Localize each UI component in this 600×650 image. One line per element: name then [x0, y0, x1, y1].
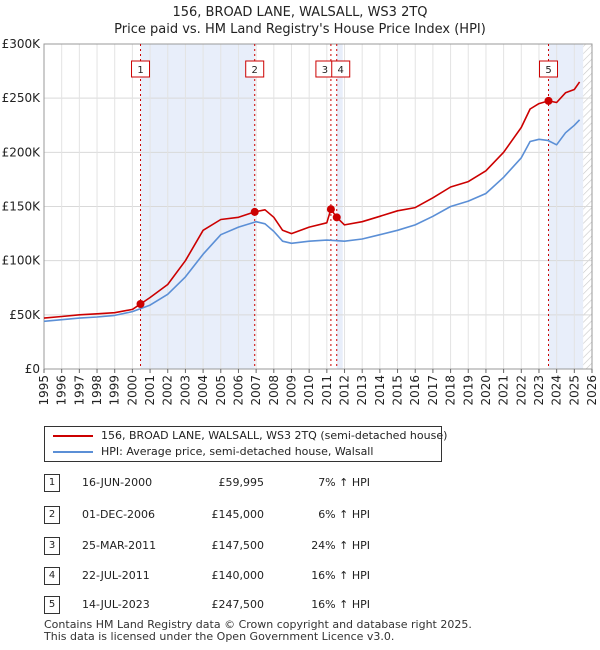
x-tick-label: 2004 [196, 375, 210, 406]
transaction-date: 01-DEC-2006 [82, 508, 156, 521]
transaction-date: 16-JUN-2000 [82, 476, 153, 489]
sale-point-2 [250, 207, 259, 216]
property-price-line [43, 81, 581, 319]
transaction-price: £145,000 [211, 508, 265, 521]
transaction-date: 25-MAR-2011 [82, 539, 157, 552]
x-tick-label: 1999 [108, 375, 122, 406]
transaction-price: £247,500 [211, 598, 265, 611]
y-tick-label: £300K [2, 37, 42, 51]
transaction-number: 3 [44, 537, 60, 555]
x-tick-label: 2022 [514, 375, 528, 406]
transaction-hpi-change: 24% ↑ HPI [311, 539, 370, 552]
y-tick-label: £100K [2, 254, 42, 268]
hpi-line [43, 119, 581, 323]
legend-swatch-hpi [53, 451, 93, 453]
chart-title: 156, BROAD LANE, WALSALL, WS3 2TQ [172, 5, 428, 20]
footer-copyright: Contains HM Land Registry data © Crown c… [44, 618, 472, 631]
x-tick-label: 2021 [497, 375, 511, 406]
marker-2-label: 2 [252, 65, 258, 76]
x-tick-label: 2013 [355, 375, 369, 406]
marker-4-box [331, 60, 351, 78]
transaction-number: 4 [44, 567, 60, 585]
y-tick-label: £250K [2, 91, 42, 105]
transaction-date: 22-JUL-2011 [82, 569, 150, 582]
x-tick-label: 2009 [284, 375, 298, 406]
x-tick-label: 2003 [178, 375, 192, 406]
transaction-price: £147,500 [211, 539, 265, 552]
marker-4-label: 4 [338, 65, 344, 76]
x-tick-label: 2012 [338, 375, 352, 406]
footer-attribution: Contains HM Land Registry data © Crown c… [44, 619, 472, 643]
footer-licence: This data is licensed under the Open Gov… [44, 630, 395, 643]
x-tick-label: 1995 [37, 375, 51, 406]
x-tick-label: 2001 [143, 375, 157, 406]
x-tick-label: 2015 [391, 375, 405, 406]
y-tick-label: £0 [25, 362, 40, 376]
legend-item-hpi: HPI: Average price, semi-detached house,… [45, 444, 441, 460]
x-tick-label: 2008 [267, 375, 281, 406]
x-tick-label: 2010 [302, 375, 316, 406]
x-tick-label: 1998 [90, 375, 104, 406]
x-tick-label: 2002 [161, 375, 175, 406]
marker-5-box [539, 60, 559, 78]
x-tick-label: 2018 [444, 375, 458, 406]
x-tick-label: 2006 [231, 375, 245, 406]
transaction-hpi-change: 7% ↑ HPI [318, 476, 370, 489]
sale-point-1 [136, 300, 145, 309]
legend-label-hpi: HPI: Average price, semi-detached house,… [101, 445, 374, 458]
x-tick-label: 2005 [214, 375, 228, 406]
x-tick-label: 2023 [532, 375, 546, 406]
marker-1-label: 1 [137, 65, 143, 76]
marker-2-box [245, 60, 265, 78]
transaction-number: 1 [44, 474, 60, 492]
chart-subtitle: Price paid vs. HM Land Registry's House … [114, 22, 486, 37]
y-tick-label: £50K [9, 308, 41, 322]
marker-5-label: 5 [545, 65, 551, 76]
y-tick-label: £200K [2, 145, 42, 159]
transaction-number: 5 [44, 596, 60, 614]
legend-label-property: 156, BROAD LANE, WALSALL, WS3 2TQ (semi-… [101, 429, 448, 442]
x-tick-label: 2017 [426, 375, 440, 406]
y-tick-label: £150K [2, 200, 42, 214]
x-tick-label: 2000 [125, 375, 139, 406]
sale-point-3 [326, 205, 335, 214]
x-tick-label: 2024 [550, 375, 564, 406]
x-tick-label: 2020 [479, 375, 493, 406]
transaction-hpi-change: 16% ↑ HPI [311, 569, 370, 582]
transaction-price: £140,000 [211, 569, 265, 582]
transaction-price: £59,995 [218, 476, 265, 489]
x-tick-label: 1997 [72, 375, 86, 406]
x-tick-label: 2026 [585, 375, 599, 406]
sale-point-4 [332, 213, 341, 222]
x-tick-label: 2011 [320, 375, 334, 406]
transaction-hpi-change: 16% ↑ HPI [311, 598, 370, 611]
x-tick-label: 2014 [373, 375, 387, 406]
legend-item-property: 156, BROAD LANE, WALSALL, WS3 2TQ (semi-… [45, 428, 447, 444]
x-tick-label: 2019 [461, 375, 475, 406]
plot-frame [43, 43, 593, 370]
sale-point-5 [544, 96, 553, 105]
chart-legend: 156, BROAD LANE, WALSALL, WS3 2TQ (semi-… [44, 426, 447, 462]
marker-1-box [131, 60, 151, 78]
x-tick-label: 2016 [408, 375, 422, 406]
x-tick-label: 2007 [249, 375, 263, 406]
transaction-number: 2 [44, 506, 60, 524]
x-tick-label: 2025 [567, 375, 581, 406]
marker-3-label: 3 [322, 65, 328, 76]
legend-swatch-property [53, 435, 93, 437]
transaction-hpi-change: 6% ↑ HPI [318, 508, 370, 521]
transaction-date: 14-JUL-2023 [82, 598, 150, 611]
x-tick-label: 1996 [55, 375, 69, 406]
